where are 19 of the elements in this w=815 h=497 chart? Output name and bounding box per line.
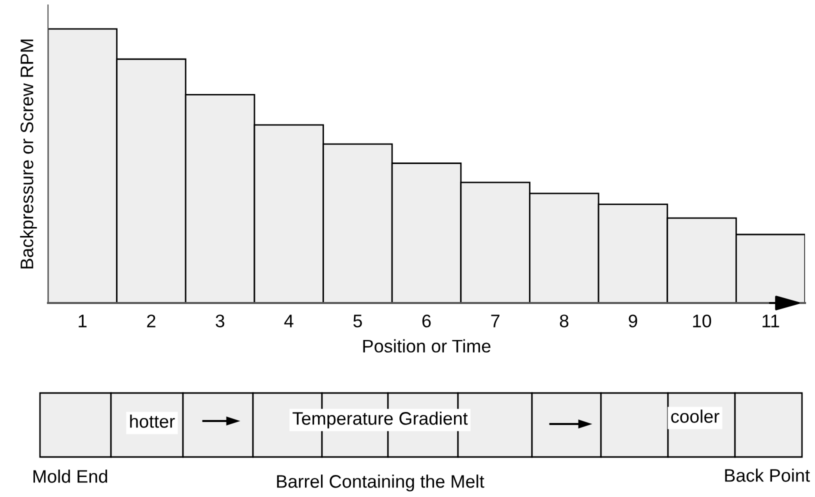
y-axis-title: Backpressure or Screw RPM: [20, 40, 37, 268]
text: Mold End: [33, 470, 108, 483]
x-tick-label: 7: [491, 314, 500, 328]
x-tick-label: 3: [216, 314, 224, 328]
x-tick-label: 2: [147, 314, 156, 328]
x-tick-label: 5: [353, 314, 362, 328]
x-axis-title: Position or Time: [363, 339, 490, 353]
text: Back Point: [725, 468, 810, 482]
text: hotter: [130, 414, 175, 428]
x-tick-label: 10: [693, 314, 712, 328]
text: Barrel Containing the Melt: [277, 474, 484, 492]
x-tick-label: 4: [284, 314, 294, 328]
x-tick-label: 6: [422, 314, 431, 328]
x-tick-label: 11: [762, 314, 780, 328]
x-tick-label: 1: [78, 314, 87, 328]
x-tick-label: 8: [560, 314, 568, 328]
text: Temperature Gradient: [292, 412, 468, 428]
text: cooler: [671, 410, 720, 423]
x-tick-label: 9: [628, 314, 638, 328]
